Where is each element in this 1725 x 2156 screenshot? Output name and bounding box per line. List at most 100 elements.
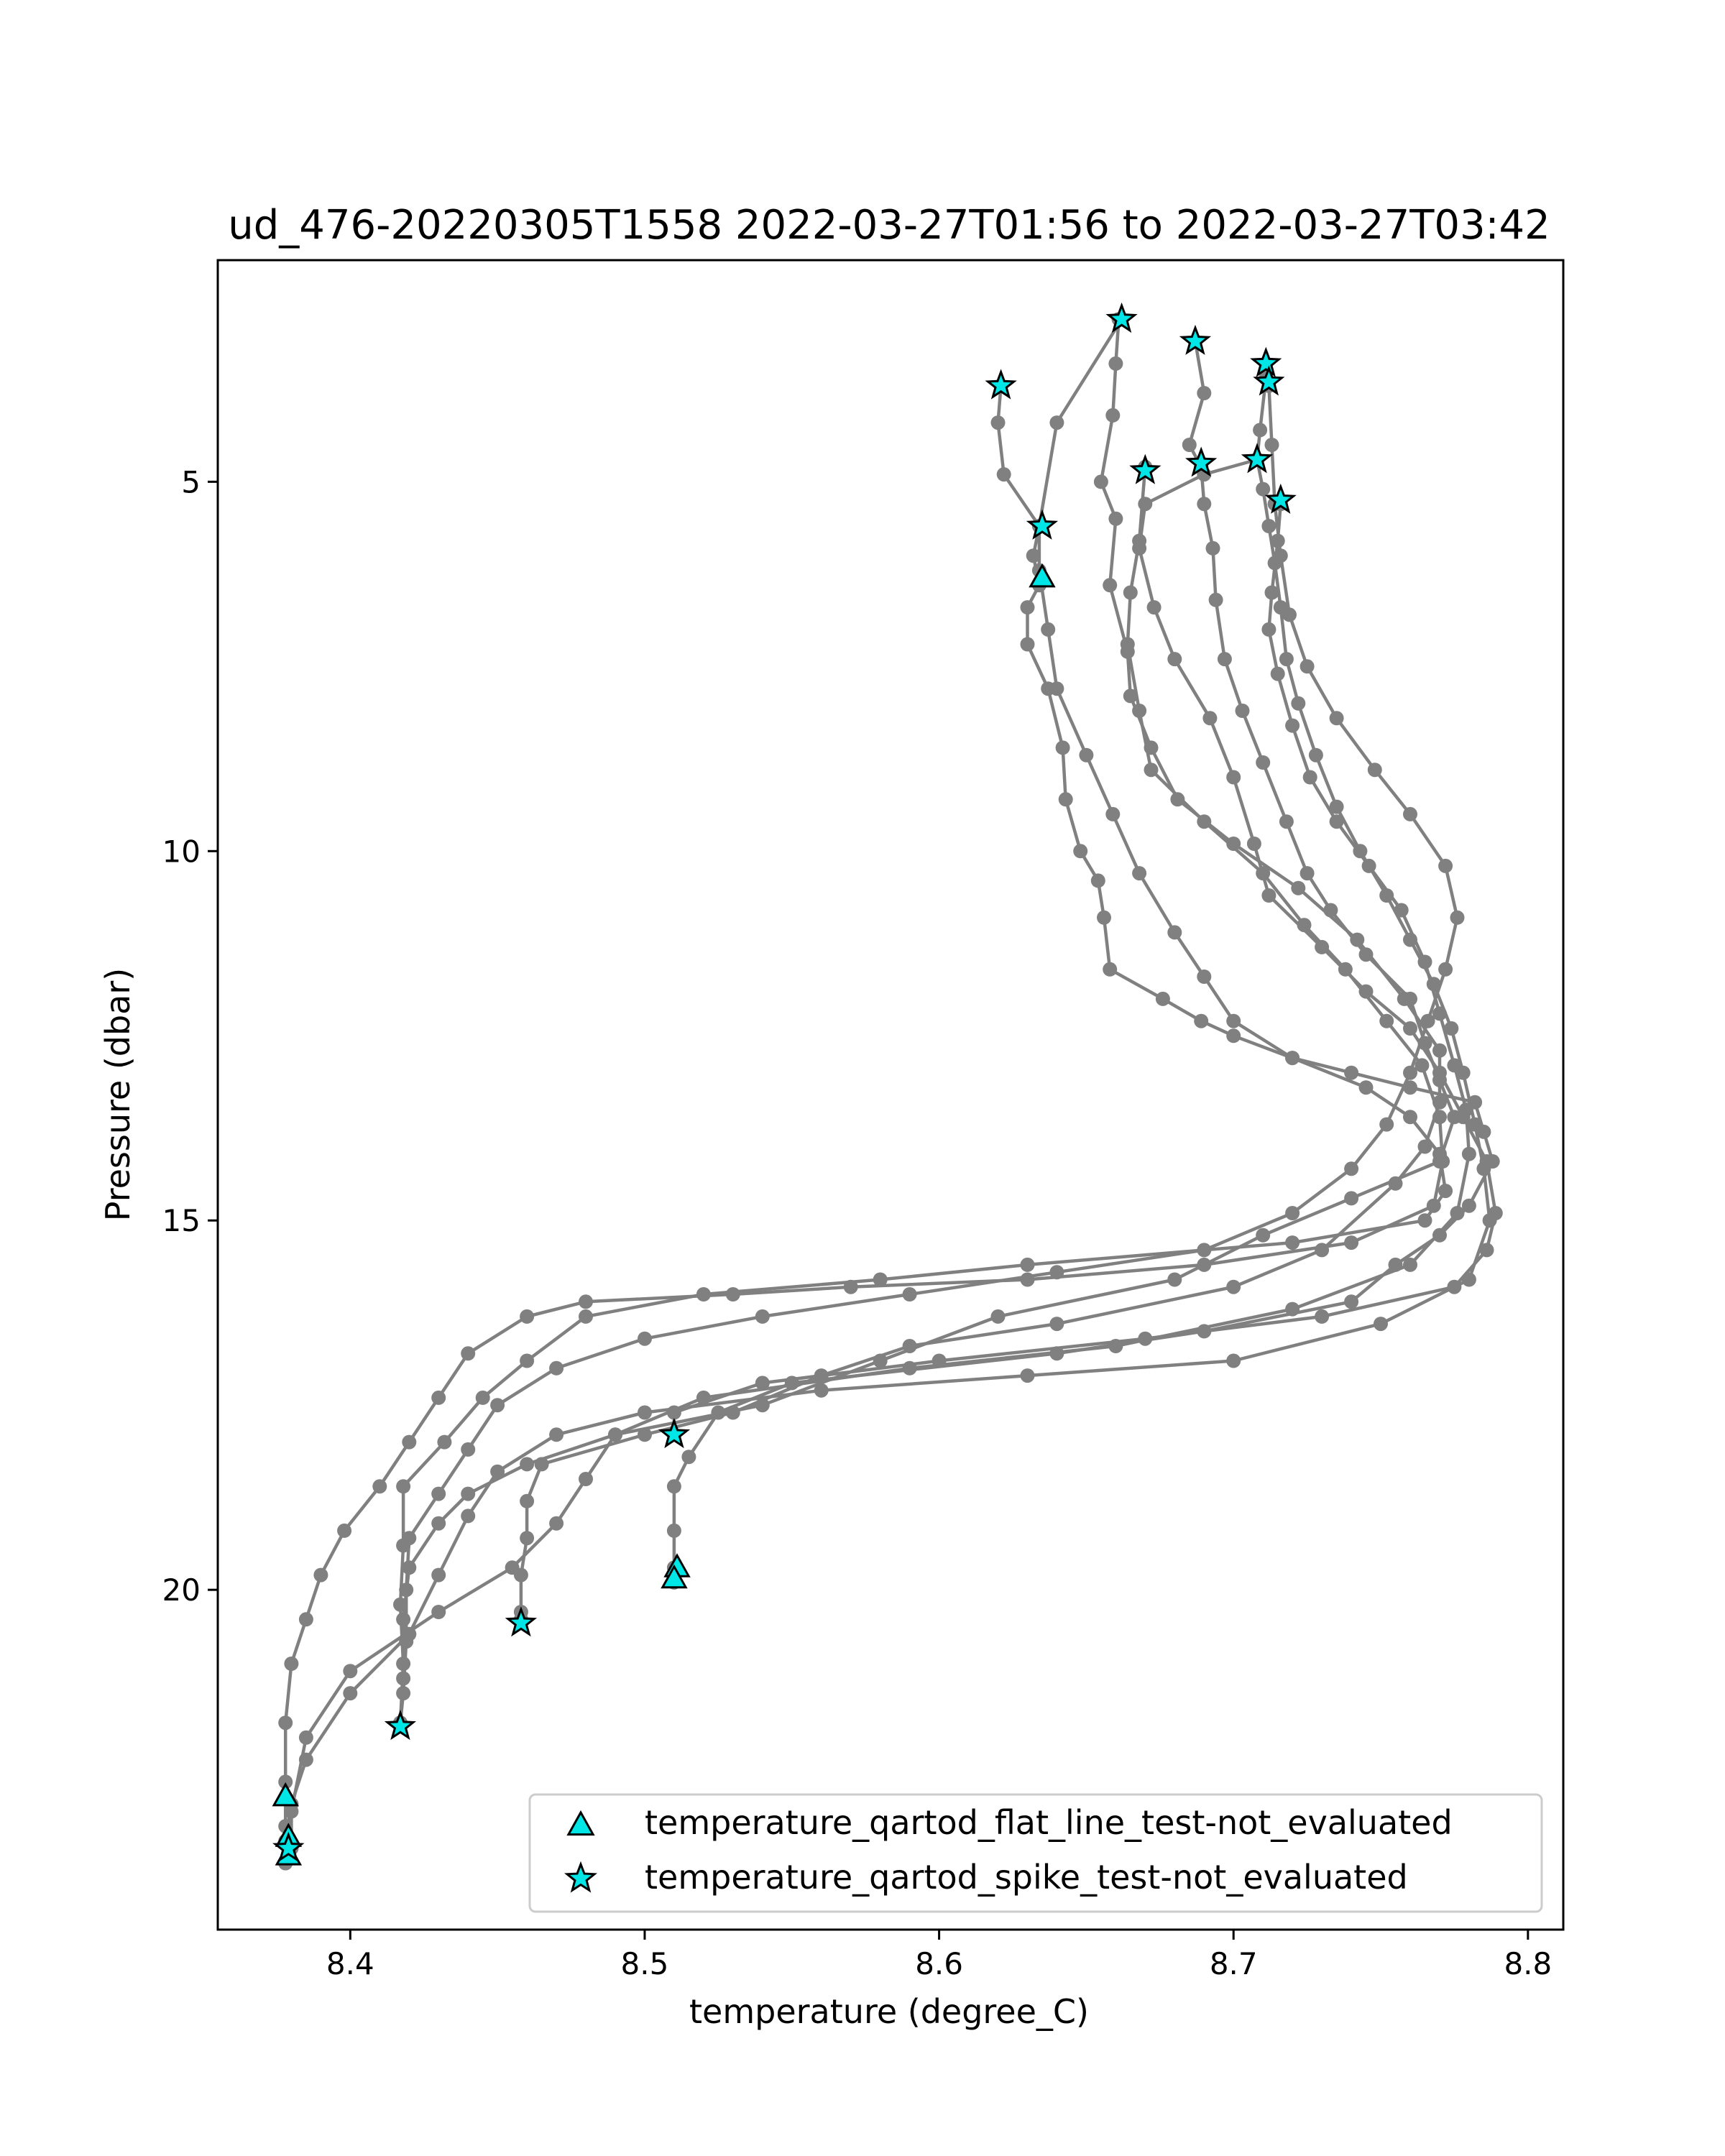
profile-point [520, 1493, 535, 1508]
profile-point [1144, 763, 1159, 778]
profile-point [579, 1472, 593, 1486]
profile-point [431, 1567, 446, 1583]
profile-point [1123, 585, 1138, 600]
profile-point [284, 1657, 299, 1671]
profile-point [1279, 652, 1294, 667]
profile-point [1103, 962, 1118, 977]
profile-point [1226, 1028, 1241, 1044]
profile-point [1217, 652, 1232, 667]
profile-point [1285, 1302, 1300, 1317]
profile-point [1197, 969, 1212, 984]
profile-point [1403, 1021, 1417, 1036]
profile-point [1438, 858, 1453, 873]
legend-label: temperature_qartod_flat_line_test-not_ev… [645, 1803, 1453, 1842]
profile-point [1479, 1154, 1494, 1169]
x-tick-label: 8.8 [1504, 1946, 1552, 1981]
profile-point [402, 1434, 417, 1450]
profile-point [1256, 755, 1271, 770]
profile-point [396, 1657, 411, 1671]
profile-point [1093, 474, 1108, 489]
profile-point [1273, 548, 1288, 563]
profile-point [284, 1804, 299, 1819]
profile-point [1246, 837, 1261, 851]
profile-point [461, 1486, 476, 1501]
profile-point [579, 1294, 593, 1309]
profile-point [1256, 1227, 1271, 1243]
profile-point [1055, 740, 1070, 755]
profile-point [1182, 438, 1197, 452]
profile-point [278, 1774, 293, 1789]
profile-point [1344, 1235, 1359, 1250]
profile-point [1197, 814, 1212, 829]
plot-content [272, 302, 1503, 1871]
profile-point [1253, 423, 1268, 438]
profile-point [1155, 991, 1170, 1006]
profile-point [1374, 1317, 1388, 1332]
profile-point [1264, 585, 1279, 600]
profile-point [1432, 1110, 1447, 1125]
profile-point [1344, 1294, 1359, 1309]
profile-point [1323, 903, 1338, 918]
profile-point [1020, 600, 1035, 615]
profile-point [1108, 511, 1123, 526]
profile-point [1049, 1317, 1064, 1332]
profile-point [313, 1567, 328, 1583]
profile-point [1103, 578, 1118, 593]
spike-marker [985, 369, 1017, 400]
profile-point [1344, 1161, 1359, 1176]
profile-point [1282, 607, 1297, 622]
profile-point [1235, 704, 1250, 718]
profile-point [1455, 1110, 1471, 1125]
profile-point [520, 1531, 535, 1546]
profile-point [1264, 438, 1279, 452]
spike-marker [1253, 365, 1285, 396]
legend-triangle-icon [566, 1810, 595, 1836]
profile-point [1479, 1243, 1494, 1258]
profile-point [1226, 770, 1241, 785]
profile-point [696, 1287, 711, 1302]
profile-point [1138, 1331, 1153, 1346]
y-tick-label: 15 [162, 1203, 201, 1238]
profile-point [1447, 1279, 1462, 1294]
legend-label: temperature_qartod_spike_test-not_evalua… [645, 1858, 1408, 1897]
profile-point [1291, 880, 1306, 895]
profile-point [1315, 939, 1330, 954]
profile-point [1226, 1279, 1241, 1294]
profile-point [1379, 1013, 1394, 1028]
profile-point [1379, 888, 1394, 903]
profile-point [278, 1715, 293, 1731]
profile-point [431, 1390, 446, 1405]
profile-point [1049, 681, 1064, 696]
profile-point [1432, 1146, 1447, 1161]
profile-point [1020, 637, 1035, 652]
profile-point [1432, 1006, 1447, 1021]
profile-point [1226, 837, 1241, 851]
profile-point [1120, 637, 1135, 652]
profile-point [1020, 1368, 1035, 1383]
profile-point [725, 1287, 740, 1302]
profile-point [1291, 696, 1306, 711]
y-tick-label: 5 [181, 464, 201, 499]
profile-point [873, 1272, 888, 1287]
profile-point [1226, 1013, 1241, 1028]
legend: temperature_qartod_flat_line_test-not_ev… [528, 1793, 1543, 1913]
legend-star-icon [564, 1861, 598, 1893]
profile-point [1073, 844, 1088, 859]
profile-point [1049, 415, 1064, 430]
spike-marker [1129, 453, 1162, 484]
profile-point [814, 1383, 829, 1398]
profile-point [1132, 866, 1147, 881]
profile-point [1432, 1065, 1447, 1080]
profile-point [666, 1523, 681, 1538]
profile-point [755, 1376, 770, 1391]
profile-point [990, 1309, 1006, 1324]
profile-point [520, 1309, 535, 1324]
flat-line-marker [661, 1564, 688, 1589]
profile-point [1261, 622, 1276, 637]
profile-point [520, 1353, 535, 1368]
profile-point [393, 1597, 408, 1612]
profile-point [1403, 1065, 1417, 1080]
profile-point [1167, 1272, 1182, 1287]
flat-line-marker [1029, 563, 1056, 588]
